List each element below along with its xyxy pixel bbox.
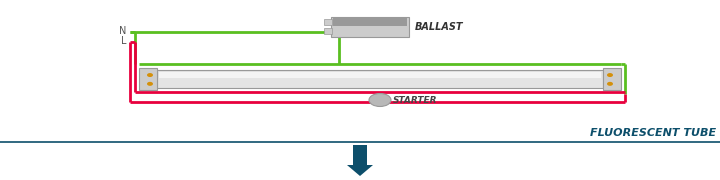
Ellipse shape bbox=[369, 93, 391, 107]
Bar bbox=[331, 17, 409, 37]
Bar bbox=[157, 70, 603, 88]
Bar bbox=[159, 72, 601, 78]
Bar bbox=[324, 19, 332, 25]
Text: L: L bbox=[120, 36, 126, 46]
Text: FLUORESCENT TUBE: FLUORESCENT TUBE bbox=[590, 128, 716, 138]
Ellipse shape bbox=[147, 73, 153, 77]
Text: BALLAST: BALLAST bbox=[415, 22, 464, 32]
FancyArrow shape bbox=[347, 145, 373, 176]
Bar bbox=[139, 68, 157, 90]
Ellipse shape bbox=[607, 73, 613, 77]
Ellipse shape bbox=[607, 82, 613, 86]
Ellipse shape bbox=[147, 82, 153, 86]
Bar bbox=[603, 68, 621, 90]
Text: N: N bbox=[119, 26, 126, 36]
Bar bbox=[324, 28, 332, 34]
Bar bbox=[333, 18, 407, 26]
Text: STARTER: STARTER bbox=[393, 96, 438, 105]
